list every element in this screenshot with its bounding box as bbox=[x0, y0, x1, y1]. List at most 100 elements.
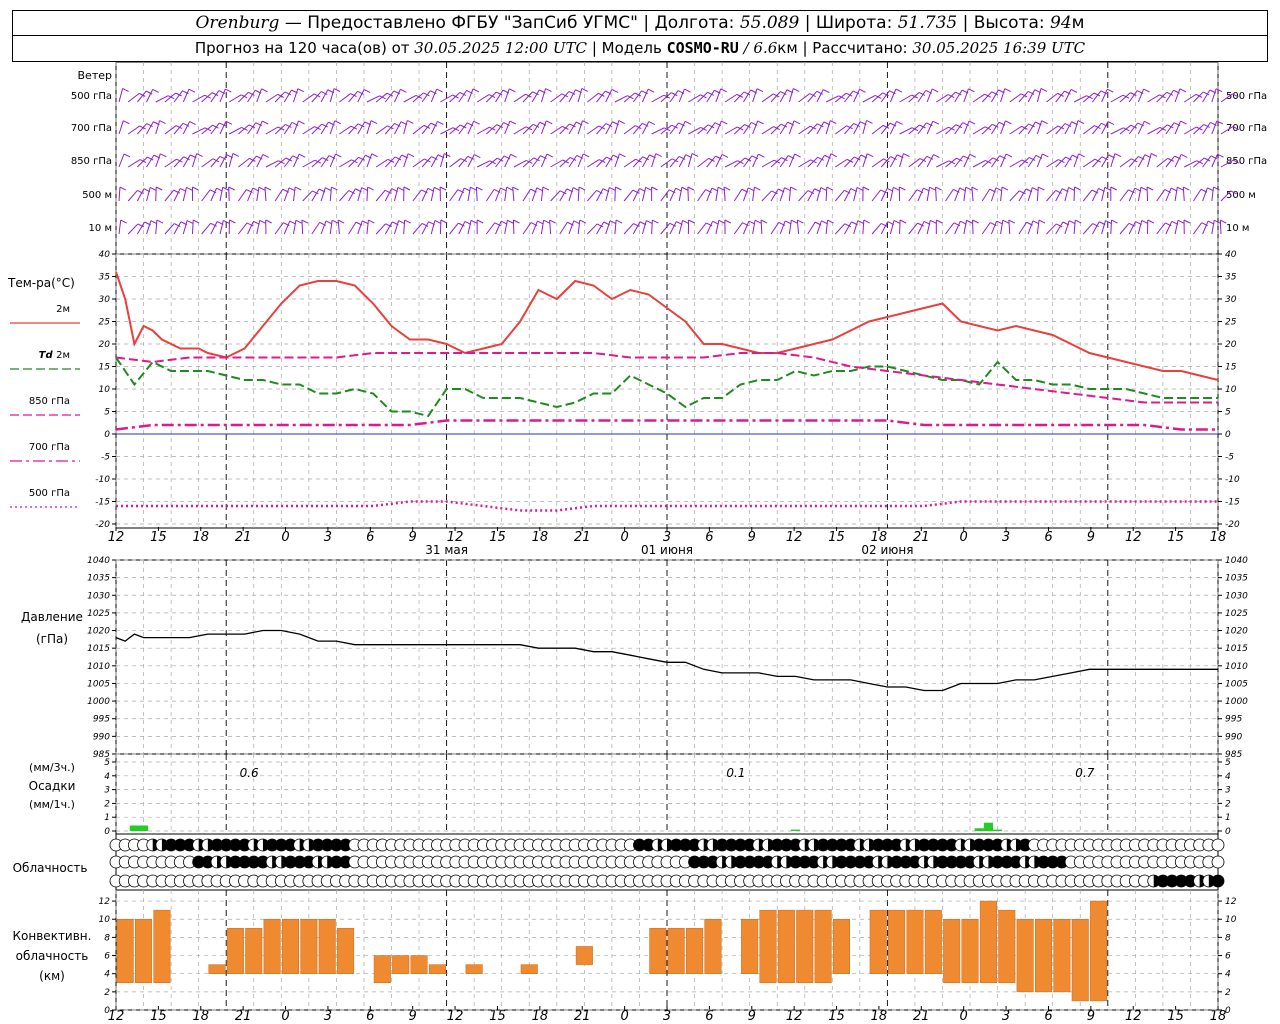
wind-barb-flag bbox=[687, 186, 695, 191]
convective-bar bbox=[392, 955, 410, 974]
wind-barb-flag bbox=[1002, 219, 1010, 224]
temperature-title: Тем-ра(°C) bbox=[7, 276, 75, 290]
wind-barb bbox=[908, 222, 918, 235]
wind-barb bbox=[862, 120, 867, 135]
wind-barb-flag bbox=[348, 190, 355, 195]
wind-barb-flag bbox=[123, 153, 131, 158]
wind-barb bbox=[219, 88, 226, 103]
wind-barb-flag bbox=[156, 219, 164, 224]
time-label-mid: 21 bbox=[574, 530, 591, 545]
wind-barb bbox=[981, 222, 991, 235]
cloud-symbol-fill bbox=[954, 856, 967, 868]
model-prefix: | Модель bbox=[591, 39, 662, 57]
wind-barb bbox=[871, 189, 882, 202]
wind-barb-flag bbox=[809, 93, 816, 98]
temp-ylabel-right: 25 bbox=[1225, 318, 1237, 328]
wind-barb bbox=[605, 187, 610, 202]
wind-barb bbox=[1211, 220, 1215, 235]
wind-barb-flag bbox=[545, 88, 552, 93]
wind-barb bbox=[899, 94, 912, 103]
wind-barb bbox=[733, 188, 743, 202]
wind-barb-flag bbox=[1146, 186, 1154, 191]
wind-barb-flag bbox=[403, 186, 411, 191]
wind-barb bbox=[706, 187, 713, 202]
time-label-mid: 6 bbox=[1044, 530, 1052, 545]
wind-barb bbox=[788, 120, 795, 135]
wind-barb bbox=[954, 89, 963, 103]
wind-barb-flag bbox=[1110, 186, 1118, 191]
wind-barb-flag bbox=[361, 187, 368, 191]
cloud-symbol-fill bbox=[1009, 856, 1022, 868]
wind-barb bbox=[1184, 126, 1197, 135]
forecast-date: 30.05.2025 12:00 UTC bbox=[414, 39, 588, 57]
wind-barb bbox=[339, 159, 352, 168]
wind-barb bbox=[238, 157, 250, 168]
wind-barb bbox=[871, 158, 884, 168]
wind-barb-flag bbox=[968, 88, 975, 93]
wind-barb-flag bbox=[507, 219, 514, 224]
wind-barb bbox=[981, 188, 991, 202]
wind-barb-flag bbox=[509, 88, 516, 93]
wind-barb-flag bbox=[724, 219, 732, 224]
time-label-mid: 21 bbox=[913, 530, 930, 545]
wind-barb-flag bbox=[744, 124, 751, 128]
cloud-symbol-fill bbox=[762, 856, 775, 868]
wind-barb-flag bbox=[1041, 120, 1048, 125]
wind-barb bbox=[1174, 220, 1179, 235]
wind-barb bbox=[430, 88, 438, 103]
wind-barb-flag bbox=[559, 190, 567, 195]
convective-bar bbox=[814, 909, 832, 984]
time-label-mid: 0 bbox=[281, 530, 289, 545]
wind-barb-flag bbox=[470, 186, 477, 191]
wind-barb-flag bbox=[1202, 91, 1210, 96]
wind-barb bbox=[697, 222, 707, 235]
wind-barb-flag bbox=[859, 88, 866, 93]
prec-ylabel-right: 0 bbox=[1225, 827, 1231, 837]
wind-barb-flag bbox=[688, 219, 695, 224]
wind-barb bbox=[853, 121, 861, 135]
wind-barb bbox=[320, 89, 329, 103]
convective-bar bbox=[520, 964, 538, 974]
cloud-symbol-fill bbox=[321, 839, 334, 851]
wind-barb bbox=[182, 154, 191, 168]
wind-barb-flag bbox=[210, 222, 217, 227]
wind-barb-flag bbox=[793, 88, 800, 92]
wind-barb bbox=[770, 123, 782, 135]
cloud-symbol-fill bbox=[238, 856, 251, 868]
convective-bar bbox=[1016, 918, 1034, 993]
wind-barb bbox=[403, 219, 406, 235]
wind-barb bbox=[1174, 187, 1178, 202]
pres-ylabel-left: 1030 bbox=[87, 591, 110, 601]
wind-barb bbox=[1036, 88, 1042, 103]
cloud-symbol-fill bbox=[302, 856, 315, 868]
wind-level-label-left: 500 гПа bbox=[71, 91, 112, 102]
pres-ylabel-right: 1000 bbox=[1225, 697, 1248, 707]
wind-barb bbox=[1174, 120, 1182, 135]
wind-barb bbox=[247, 221, 254, 235]
temp-ylabel-left: 40 bbox=[99, 250, 111, 260]
wind-barb bbox=[228, 153, 234, 168]
wind-barb bbox=[788, 220, 792, 235]
convective-bar bbox=[1071, 918, 1089, 1002]
cloud-symbol-fill bbox=[798, 856, 811, 868]
wind-barb bbox=[219, 154, 228, 168]
wind-barb-flag bbox=[1104, 186, 1111, 191]
wind-barb-flag bbox=[754, 186, 761, 191]
wind-barb bbox=[1064, 220, 1070, 235]
wind-barb bbox=[1119, 124, 1132, 135]
cloud-symbol-fill bbox=[945, 839, 958, 851]
cloud-symbol-fill bbox=[1166, 875, 1179, 887]
wind-barb bbox=[366, 120, 372, 135]
prec-ylabel-right: 4 bbox=[1225, 772, 1231, 782]
wind-barb bbox=[357, 187, 363, 202]
wind-barb-flag bbox=[473, 120, 480, 125]
conv-ylabel-left: 12 bbox=[99, 897, 111, 907]
cloud-symbol-fill bbox=[844, 839, 857, 851]
wind-barb bbox=[816, 121, 825, 135]
wind-barb bbox=[1101, 121, 1109, 135]
legend-label: 2м bbox=[56, 304, 70, 315]
wind-barb-flag bbox=[122, 88, 129, 92]
wind-barb bbox=[559, 221, 568, 235]
wind-barb-flag bbox=[923, 187, 930, 192]
cloud-symbol bbox=[1211, 838, 1225, 852]
